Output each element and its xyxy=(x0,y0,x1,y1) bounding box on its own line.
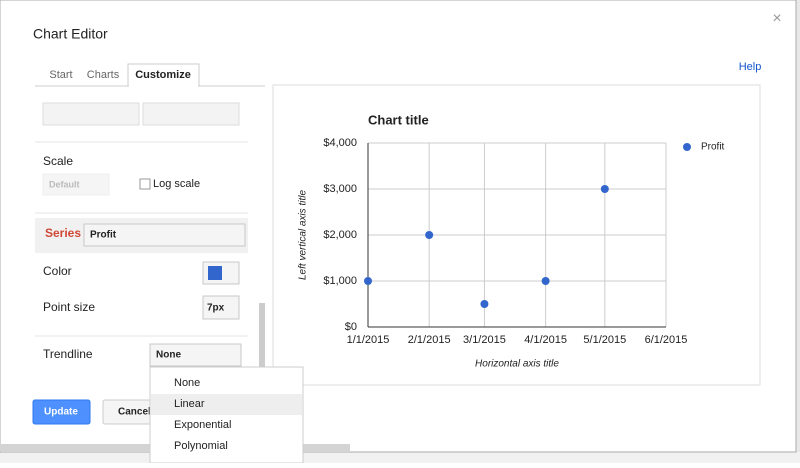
log-scale-label: Log scale xyxy=(153,178,200,190)
x-tick-label: 4/1/2015 xyxy=(524,334,567,346)
trendline-label: Trendline xyxy=(43,347,93,361)
x-tick-label: 1/1/2015 xyxy=(347,334,390,346)
menu-item[interactable]: None xyxy=(174,377,200,389)
scale-dropdown xyxy=(42,173,110,196)
chart-title: Chart title xyxy=(368,112,429,127)
tab[interactable]: Charts xyxy=(87,69,120,81)
update-button[interactable] xyxy=(32,399,91,425)
sheet-strip xyxy=(0,452,800,463)
update-label: Update xyxy=(44,407,78,418)
y-tick-label: $2,000 xyxy=(323,229,357,241)
menu-highlight xyxy=(151,394,302,415)
legend-swatch xyxy=(683,143,691,151)
scale-value: Default xyxy=(49,179,80,189)
menu-item[interactable]: Linear xyxy=(174,398,205,410)
x-tick-label: 6/1/2015 xyxy=(645,334,688,346)
point-size-value: 7px xyxy=(207,303,225,314)
series-value: Profit xyxy=(90,230,117,241)
x-axis-title: Horizontal axis title xyxy=(475,359,559,370)
point xyxy=(480,300,489,308)
legend-label: Profit xyxy=(701,142,725,153)
x-tick-label: 2/1/2015 xyxy=(408,334,451,346)
dialog-title: Chart Editor xyxy=(33,26,108,42)
point xyxy=(364,277,372,285)
point xyxy=(541,277,550,285)
y-tick-label: $1,000 xyxy=(323,275,357,287)
point xyxy=(425,231,434,239)
y-axis-title: Left vertical axis title xyxy=(298,190,309,280)
point-size-label: Point size xyxy=(43,300,95,314)
close-button[interactable]: × xyxy=(772,10,781,27)
y-tick-label: $3,000 xyxy=(323,183,357,195)
tab[interactable]: Start xyxy=(49,69,72,81)
v-scrollbar xyxy=(259,303,265,370)
chart: Chart title $0 $1,000 $2,000 $3,000 $4,000 1/1… xyxy=(298,112,725,369)
x-tick-label: 3/1/2015 xyxy=(463,334,506,346)
help-link[interactable]: Help xyxy=(739,61,762,73)
scale-label: Scale xyxy=(43,154,73,168)
color-swatch xyxy=(208,266,222,280)
y-tick-label: $4,000 xyxy=(323,137,357,149)
series-dropdown[interactable] xyxy=(83,223,246,247)
trendline-dropdown[interactable] xyxy=(149,343,242,367)
trendline-value: None xyxy=(156,350,181,361)
color-label: Color xyxy=(43,264,72,278)
disabled-input xyxy=(142,102,240,126)
log-scale-checkbox[interactable] xyxy=(139,178,151,190)
point-size-dropdown[interactable] xyxy=(202,295,240,320)
menu-items: None Linear Exponential Polynomial xyxy=(151,377,302,452)
point xyxy=(600,185,609,193)
tab[interactable]: Customize xyxy=(135,69,191,81)
disabled-input xyxy=(42,102,140,126)
menu-item[interactable]: Polynomial xyxy=(174,440,228,452)
series-label: Series xyxy=(45,226,81,240)
menu-item[interactable]: Exponential xyxy=(174,419,232,431)
x-tick-label: 5/1/2015 xyxy=(583,334,626,346)
y-tick-label: $0 xyxy=(345,321,357,333)
cancel-label: Cancel xyxy=(118,407,151,418)
